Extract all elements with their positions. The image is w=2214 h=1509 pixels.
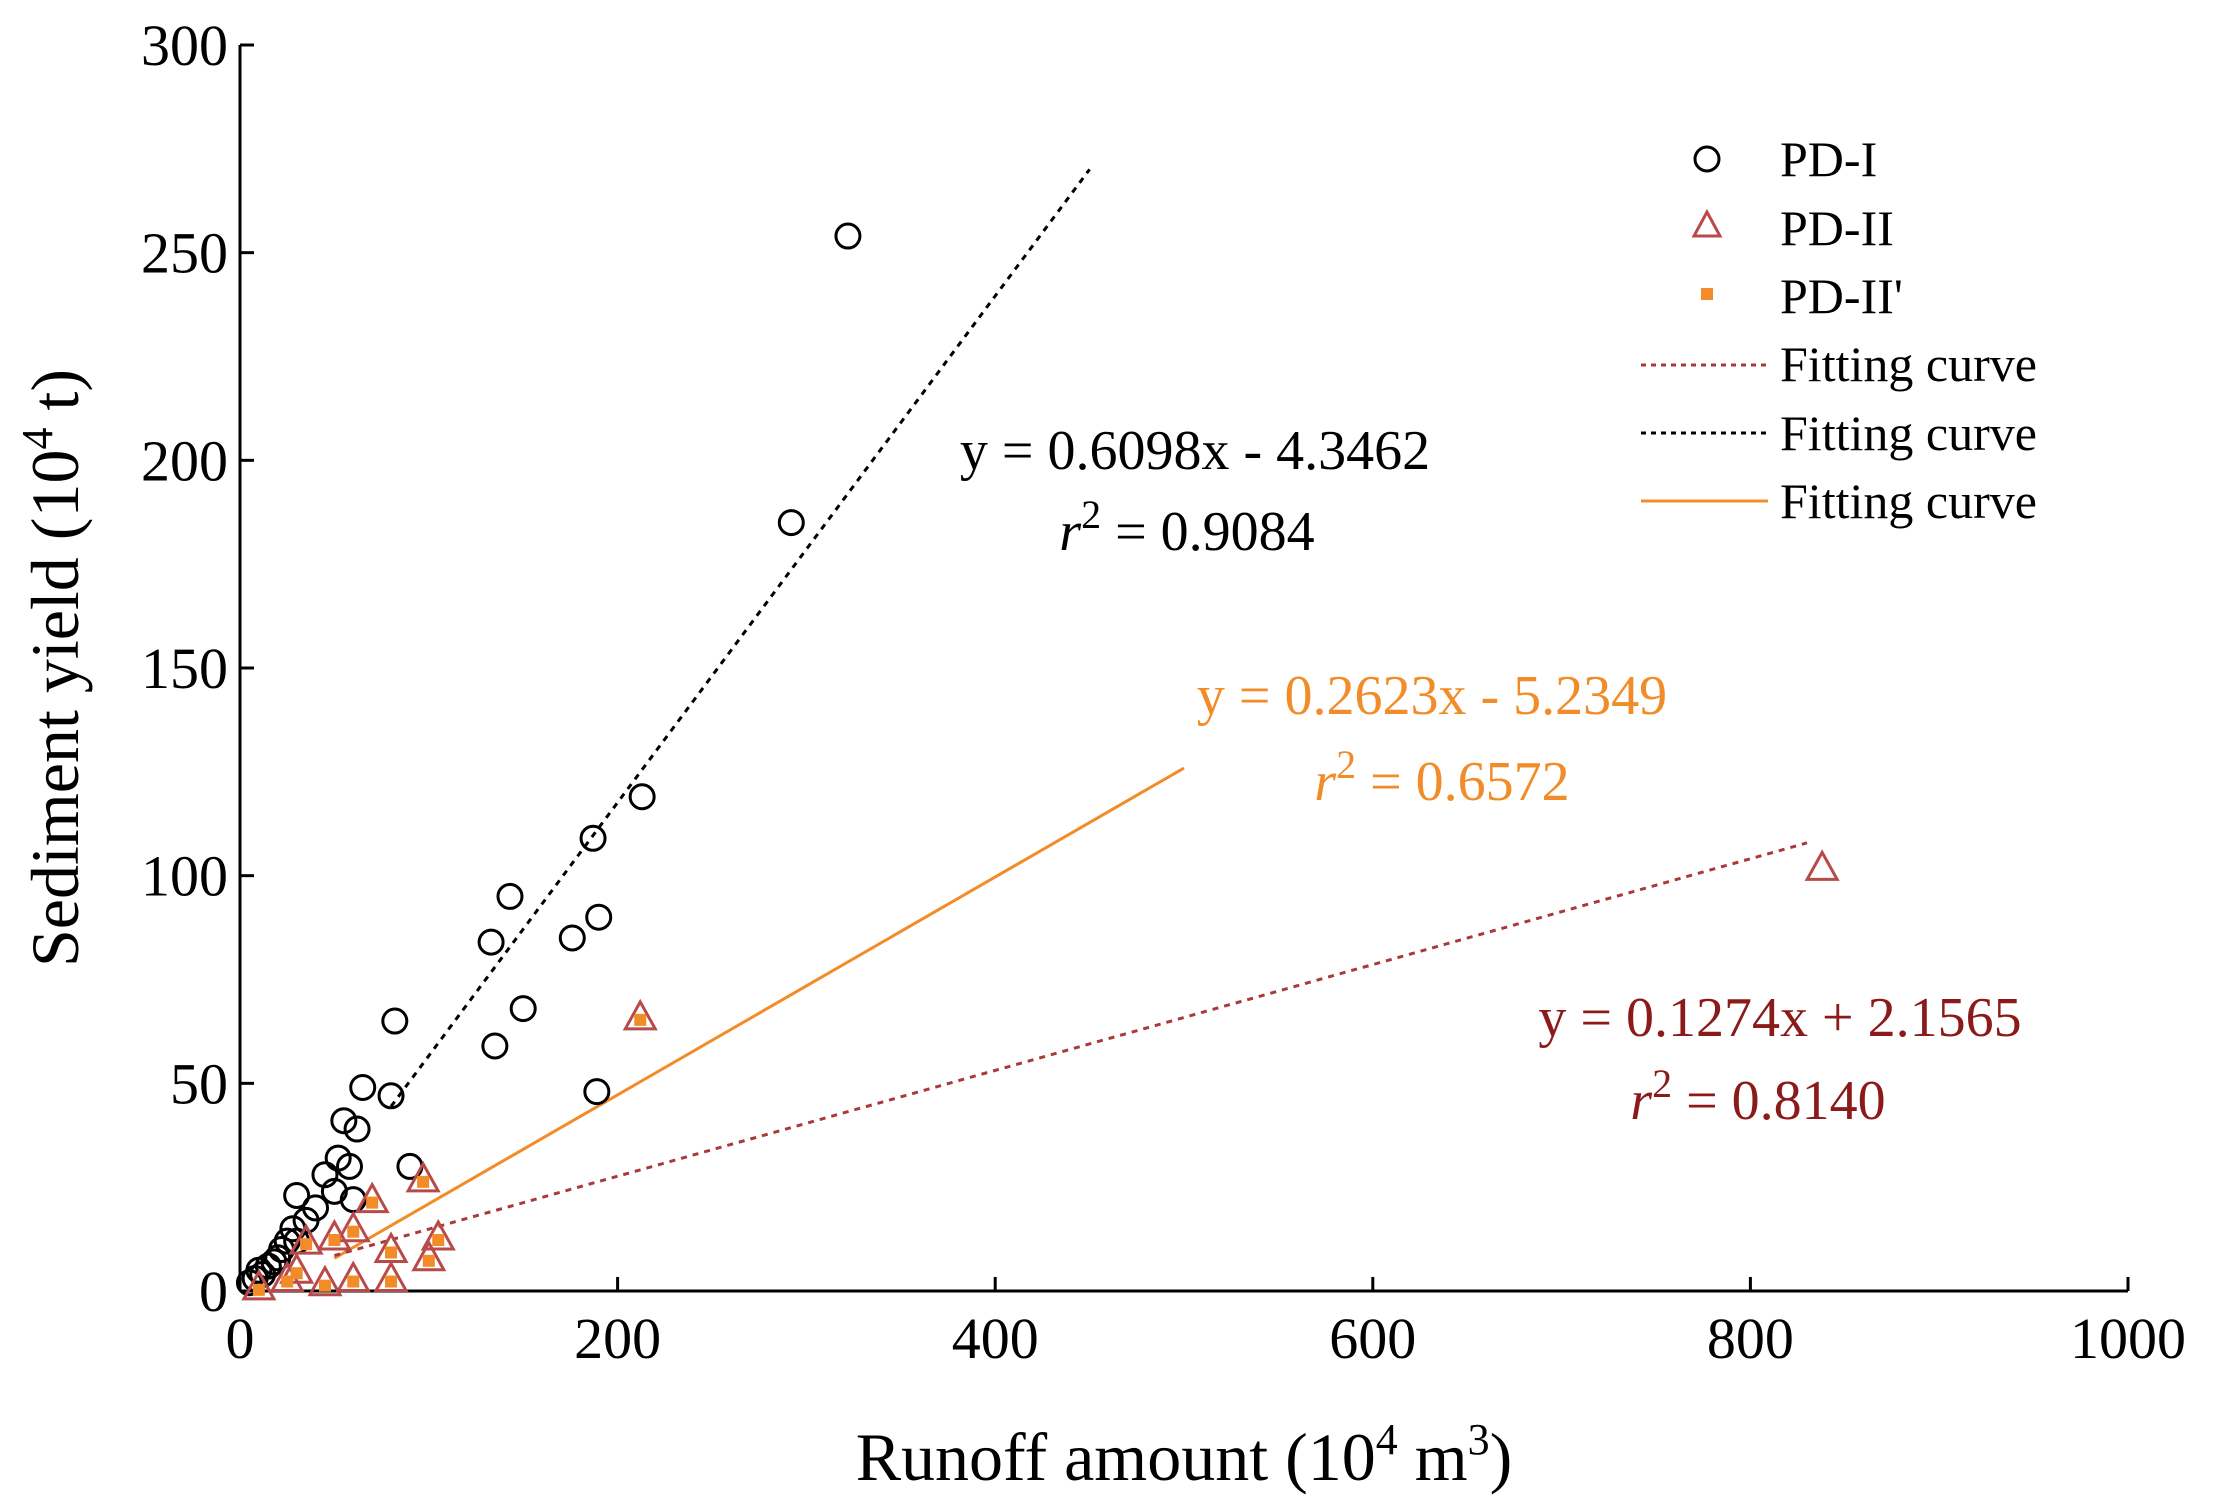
legend-label-pd-ii-prime: PD-II'	[1780, 268, 1903, 324]
point-pd-i	[377, 1082, 405, 1110]
point-pd-ii-prime	[281, 1275, 294, 1288]
point-pd-i	[834, 222, 862, 250]
point-pd-i	[558, 924, 586, 952]
legend: PD-I PD-II PD-II' Fitting curve Fitting …	[1641, 131, 2037, 529]
point-pd-i	[330, 1107, 358, 1135]
point-pd-i	[320, 1177, 348, 1205]
point-pd-ii-prime	[300, 1238, 313, 1251]
point-pd-i	[381, 1007, 409, 1035]
point-pd-i	[324, 1144, 352, 1172]
point-pd-ii	[373, 1260, 409, 1293]
point-pd-ii	[354, 1181, 390, 1214]
point-pd-i	[585, 903, 613, 931]
fit-line	[333, 841, 1808, 1258]
point-pd-ii	[1804, 849, 1840, 881]
legend-triangle-icon	[1691, 208, 1723, 238]
y-tick-label: 250	[141, 221, 228, 286]
x-tick-label: 800	[1707, 1306, 1794, 1371]
point-pd-ii-prime	[422, 1254, 435, 1267]
point-pd-ii	[411, 1239, 447, 1272]
point-pd-ii	[241, 1268, 277, 1301]
point-pd-i	[343, 1115, 371, 1143]
point-pd-ii	[335, 1260, 371, 1293]
fit-line	[333, 766, 1185, 1260]
equation-pd-ii-prime: y = 0.2623x - 5.2349	[1197, 665, 1667, 727]
point-pd-i	[777, 509, 805, 537]
annotation-pd-ii: y = 0.1274x + 2.1565 r2 = 0.8140	[1538, 987, 2021, 1132]
point-pd-i	[583, 1078, 611, 1106]
legend-label-pd-ii: PD-II	[1780, 200, 1894, 256]
r2-pd-i: r2 = 0.9084	[1059, 492, 1314, 563]
point-pd-ii-prime	[385, 1246, 398, 1259]
point-pd-i	[496, 882, 524, 910]
point-pd-i	[628, 783, 656, 811]
point-pd-ii-prime	[366, 1196, 379, 1209]
point-pd-ii	[288, 1223, 324, 1255]
point-pd-ii	[316, 1218, 352, 1251]
r2-pd-ii: r2 = 0.8140	[1630, 1061, 1885, 1132]
y-tick-label: 0	[199, 1259, 228, 1324]
data-points	[235, 222, 1840, 1301]
point-pd-ii-prime	[347, 1225, 360, 1238]
point-pd-ii	[622, 998, 658, 1031]
point-pd-ii	[335, 1210, 371, 1243]
equation-pd-i: y = 0.6098x - 4.3462	[960, 420, 1430, 482]
point-pd-ii	[307, 1264, 343, 1297]
legend-label-pd-i: PD-I	[1780, 131, 1877, 187]
y-axis-title: Sediment yield (104 t)	[13, 369, 93, 967]
legend-label-fit-pd-i: Fitting curve	[1780, 405, 2037, 461]
legend-circle-icon	[1693, 145, 1721, 173]
annotation-pd-ii-prime: y = 0.2623x - 5.2349 r2 = 0.6572	[1197, 665, 1667, 813]
point-pd-ii-prime	[385, 1275, 398, 1288]
fit-line	[389, 168, 1091, 1108]
annotation-pd-i: y = 0.6098x - 4.3462 r2 = 0.9084	[960, 420, 1430, 563]
point-pd-i	[579, 824, 607, 852]
y-tick-label: 50	[170, 1051, 228, 1116]
point-pd-i	[235, 1269, 263, 1297]
y-tick-label: 100	[141, 844, 228, 909]
x-tick-label: 1000	[2070, 1306, 2186, 1371]
point-pd-ii	[405, 1160, 441, 1193]
legend-square-icon	[1701, 288, 1713, 300]
equation-pd-ii: y = 0.1274x + 2.1565	[1538, 987, 2021, 1049]
point-pd-i	[349, 1073, 377, 1101]
legend-label-fit-pd-ii-prime: Fitting curve	[1780, 473, 2037, 529]
y-tick-label: 300	[141, 13, 228, 78]
x-tick-label: 200	[574, 1306, 661, 1371]
point-pd-ii-prime	[347, 1275, 360, 1288]
x-axis-ticks: 0 200 400 600 800 1000	[226, 1277, 2186, 1371]
y-tick-label: 200	[141, 428, 228, 493]
point-pd-ii-prime	[290, 1267, 303, 1280]
point-pd-ii-prime	[417, 1175, 430, 1188]
point-pd-i	[481, 1032, 509, 1060]
point-pd-i	[509, 995, 537, 1023]
point-pd-ii	[420, 1218, 456, 1251]
point-pd-i	[311, 1161, 339, 1189]
r2-pd-ii-prime: r2 = 0.6572	[1314, 742, 1569, 813]
fit-lines	[333, 168, 1808, 1260]
point-pd-ii-prime	[252, 1283, 265, 1296]
x-axis-title: Runoff amount (104 m3)	[856, 1415, 1513, 1495]
legend-label-fit-pd-ii: Fitting curve	[1780, 336, 2037, 392]
point-pd-i	[283, 1181, 311, 1209]
y-tick-label: 150	[141, 636, 228, 701]
x-tick-label: 400	[952, 1306, 1039, 1371]
point-pd-ii-prime	[318, 1279, 331, 1292]
point-pd-ii-prime	[634, 1013, 647, 1026]
point-pd-i	[477, 928, 505, 956]
x-tick-label: 600	[1329, 1306, 1416, 1371]
x-tick-label: 0	[226, 1306, 255, 1371]
point-pd-ii-prime	[432, 1234, 445, 1247]
y-axis-ticks: 0 50 100 150 200 250 300	[141, 13, 254, 1324]
point-pd-ii-prime	[328, 1234, 341, 1247]
